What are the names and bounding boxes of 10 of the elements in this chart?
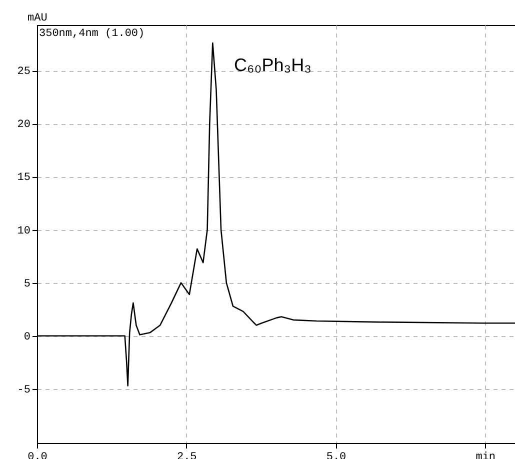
y-tick-label: 15 — [17, 172, 30, 184]
y-tick-label: 20 — [17, 119, 30, 132]
y-tick-label: 5 — [24, 278, 30, 290]
y-tick-label: 10 — [17, 225, 30, 238]
y-tick-label: 0 — [24, 331, 30, 344]
y-tick-label: -5 — [17, 384, 30, 396]
y-tick-label: 25 — [17, 66, 30, 78]
annotation: C₆₀Ph₃H₃ — [234, 55, 312, 75]
y-axis-title: mAU — [28, 12, 48, 24]
annotation: 350nm,4nm (1.00) — [39, 28, 145, 40]
